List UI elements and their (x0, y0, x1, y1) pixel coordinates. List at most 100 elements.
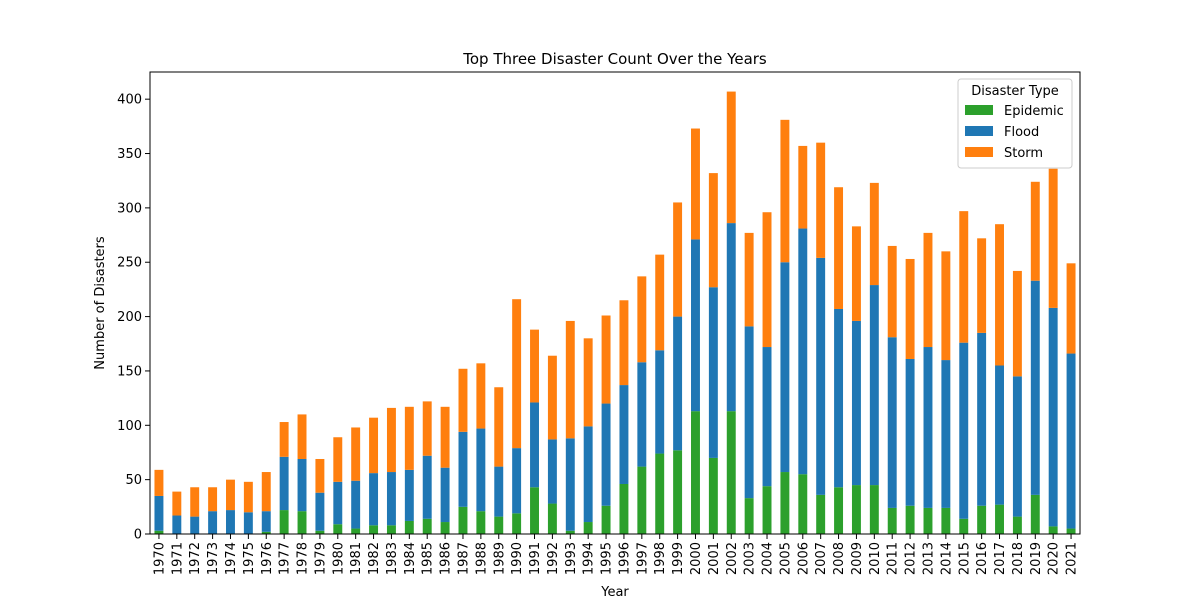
y-tick-label-100: 100 (117, 419, 142, 434)
legend-title: Disaster Type (971, 84, 1059, 99)
bar-epidemic-2016 (977, 505, 987, 534)
bar-flood-2002 (726, 223, 736, 412)
bar-storm-1987 (458, 368, 468, 432)
bar-flood-1991 (530, 402, 539, 488)
bar-storm-1997 (637, 276, 647, 363)
bar-flood-2008 (834, 308, 844, 488)
bar-storm-1974 (226, 479, 235, 511)
bar-storm-2012 (905, 258, 915, 359)
bar-epidemic-2006 (798, 474, 808, 534)
bar-flood-2007 (816, 257, 826, 495)
bar-flood-2020 (1048, 307, 1058, 527)
bar-epidemic-1990 (512, 513, 522, 534)
bar-flood-1993 (565, 438, 575, 531)
x-tick-label-1987: 1987 (456, 542, 471, 575)
x-tick-label-1978: 1978 (296, 542, 311, 575)
x-tick-label-2009: 2009 (850, 542, 865, 575)
bar-storm-1995 (601, 315, 611, 404)
x-tick-label-2000: 2000 (689, 542, 704, 575)
x-tick-label-1997: 1997 (635, 542, 650, 575)
x-tick-label-1999: 1999 (671, 542, 686, 575)
bar-storm-2019 (1030, 181, 1040, 281)
bar-epidemic-1980 (333, 524, 343, 534)
bar-epidemic-2020 (1048, 526, 1058, 534)
bar-storm-1993 (565, 320, 575, 439)
x-tick-label-1981: 1981 (349, 542, 364, 575)
x-tick-label-1995: 1995 (600, 542, 615, 575)
x-tick-label-1984: 1984 (403, 542, 418, 575)
x-tick-label-2007: 2007 (814, 542, 829, 575)
bar-storm-1972 (190, 487, 200, 517)
bar-storm-2011 (887, 245, 897, 338)
bar-epidemic-1982 (369, 525, 379, 534)
bar-flood-1979 (315, 492, 325, 531)
y-tick-label-200: 200 (117, 310, 142, 325)
bar-flood-1998 (655, 350, 665, 454)
bar-epidemic-1999 (673, 450, 683, 534)
x-tick-label-1996: 1996 (617, 542, 632, 575)
bar-storm-1975 (243, 481, 253, 513)
x-tick-label-2008: 2008 (832, 542, 847, 575)
bar-flood-1976 (261, 511, 271, 532)
x-tick-label-1975: 1975 (242, 542, 257, 575)
x-tick-label-2017: 2017 (993, 542, 1008, 575)
bar-storm-1982 (369, 417, 379, 474)
x-tick-label-1994: 1994 (582, 542, 597, 575)
x-tick-label-1985: 1985 (421, 542, 436, 575)
bar-storm-2009 (851, 226, 861, 321)
bar-storm-1983 (386, 407, 396, 473)
bar-storm-2001 (708, 173, 718, 288)
bar-epidemic-2012 (905, 505, 915, 534)
bar-epidemic-1979 (315, 530, 325, 534)
legend-frame (957, 78, 1073, 169)
bar-epidemic-2019 (1030, 494, 1040, 534)
x-tick-label-2001: 2001 (707, 542, 722, 575)
x-tick-label-1971: 1971 (170, 542, 185, 575)
x-axis-label: Year (600, 585, 629, 600)
bar-storm-1991 (530, 329, 539, 403)
bar-storm-2013 (923, 232, 933, 348)
x-tick-label-2021: 2021 (1065, 542, 1080, 575)
bar-storm-2004 (762, 212, 772, 348)
y-tick-label-300: 300 (117, 201, 142, 216)
x-tick-label-2004: 2004 (761, 542, 776, 575)
bar-epidemic-2002 (726, 411, 736, 534)
bar-epidemic-1985 (422, 518, 432, 534)
bar-flood-1983 (386, 472, 396, 526)
bar-flood-1987 (458, 431, 468, 507)
bar-flood-1981 (351, 480, 361, 529)
x-tick-label-1991: 1991 (528, 542, 543, 575)
bar-storm-2021 (1066, 263, 1076, 354)
bar-epidemic-1977 (279, 510, 289, 534)
bar-flood-1986 (440, 467, 450, 523)
bar-flood-1977 (279, 456, 289, 511)
bar-epidemic-2017 (995, 504, 1004, 534)
bar-storm-1990 (512, 299, 522, 449)
bar-epidemic-1986 (440, 522, 450, 534)
bar-flood-2014 (941, 360, 951, 508)
x-tick-label-1976: 1976 (260, 542, 275, 575)
bar-epidemic-2015 (959, 518, 969, 534)
bar-flood-1994 (583, 426, 593, 523)
bar-epidemic-1976 (261, 531, 271, 534)
bar-storm-1996 (619, 300, 629, 386)
bar-flood-2016 (977, 332, 987, 506)
x-tick-label-1970: 1970 (152, 542, 167, 575)
bar-flood-1970 (154, 495, 164, 531)
bar-epidemic-2009 (851, 485, 861, 534)
bar-flood-2021 (1066, 353, 1076, 529)
x-tick-label-1973: 1973 (206, 542, 221, 575)
bar-storm-1988 (476, 363, 486, 429)
bar-epidemic-1981 (351, 528, 361, 534)
bar-flood-2000 (691, 239, 700, 412)
bar-epidemic-2005 (780, 472, 790, 534)
bar-storm-2015 (959, 211, 969, 343)
x-tick-label-2019: 2019 (1029, 542, 1044, 575)
bar-storm-2002 (726, 91, 736, 224)
bar-storm-1971 (172, 491, 182, 516)
bar-flood-1997 (637, 362, 647, 467)
bar-flood-1980 (333, 481, 343, 525)
legend-swatch-flood (965, 126, 993, 136)
bar-storm-2017 (995, 224, 1004, 366)
